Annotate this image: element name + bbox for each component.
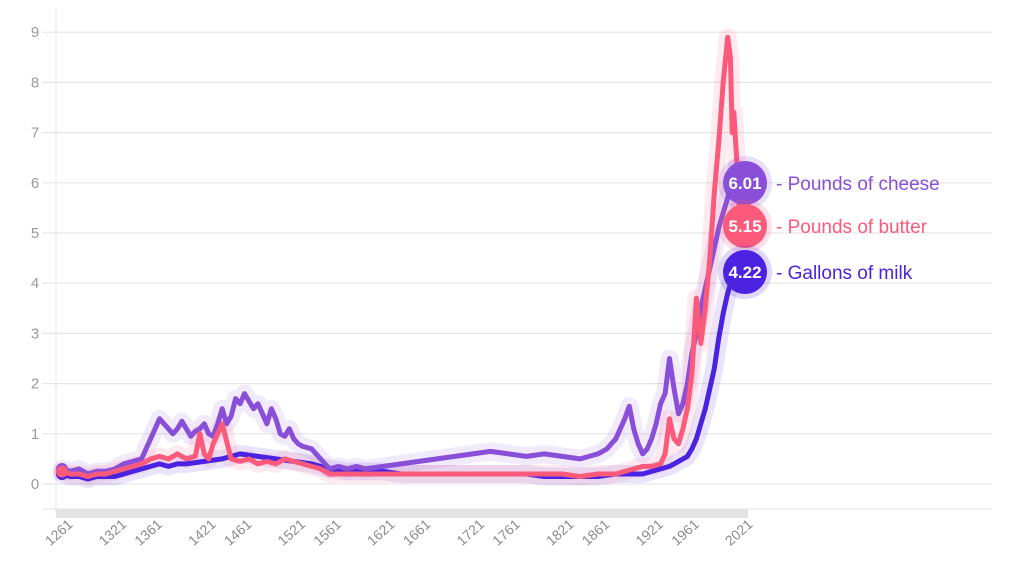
series-glow [53,28,751,486]
legend-series-name: - Gallons of milk [776,263,913,284]
series-line-pounds-of-butter [59,34,745,479]
legend-series-name: - Pounds of butter [776,217,928,238]
x-tick-label: 1721 [453,516,487,549]
y-tick-label: 6 [31,175,39,192]
x-tick-label: 1261 [42,516,76,549]
y-tick-label: 2 [31,376,39,393]
x-tick-label: 1321 [95,516,129,549]
x-tick-label: 1421 [185,516,219,549]
x-tick-label: 1821 [543,516,577,549]
x-tick-label: 1521 [274,516,308,549]
legend-value: 6.01 [728,174,761,193]
legend-series-name: - Pounds of cheese [776,174,940,195]
y-tick-label: 4 [31,275,39,292]
x-axis-band [56,509,748,518]
series-end-labels: 6.01 - Pounds of cheese 5.15 - Pounds of bu… [718,156,940,299]
x-tick-label: 1921 [632,516,666,549]
x-tick-label: 1961 [668,516,702,549]
y-tick-label: 1 [31,426,39,443]
y-tick-label: 8 [31,74,39,91]
x-tick-label: 1761 [489,516,523,549]
x-tick-label: 1561 [310,516,344,549]
x-tick-label: 1661 [400,516,434,549]
series-start-dot [56,465,68,478]
series-lines [53,28,751,488]
x-tick-label: 1461 [221,516,255,549]
x-tick-label: 2021 [722,516,756,549]
y-tick-label: 0 [31,476,39,493]
legend-badge [723,250,767,294]
series-glow [53,158,751,483]
x-tick-label: 1861 [579,516,613,549]
x-tick-label: 1621 [364,516,398,549]
legend-value: 5.15 [728,217,761,236]
y-tick-label: 9 [31,24,39,41]
legend-badge [723,204,767,248]
y-tick-label: 3 [31,325,39,342]
legend-badge [723,161,767,205]
x-tick-label: 1361 [131,516,165,549]
series-line-pounds-of-cheese [59,165,745,477]
y-tick-label: 7 [31,125,39,142]
legend-value: 4.22 [728,263,761,282]
y-tick-label: 5 [31,225,39,242]
